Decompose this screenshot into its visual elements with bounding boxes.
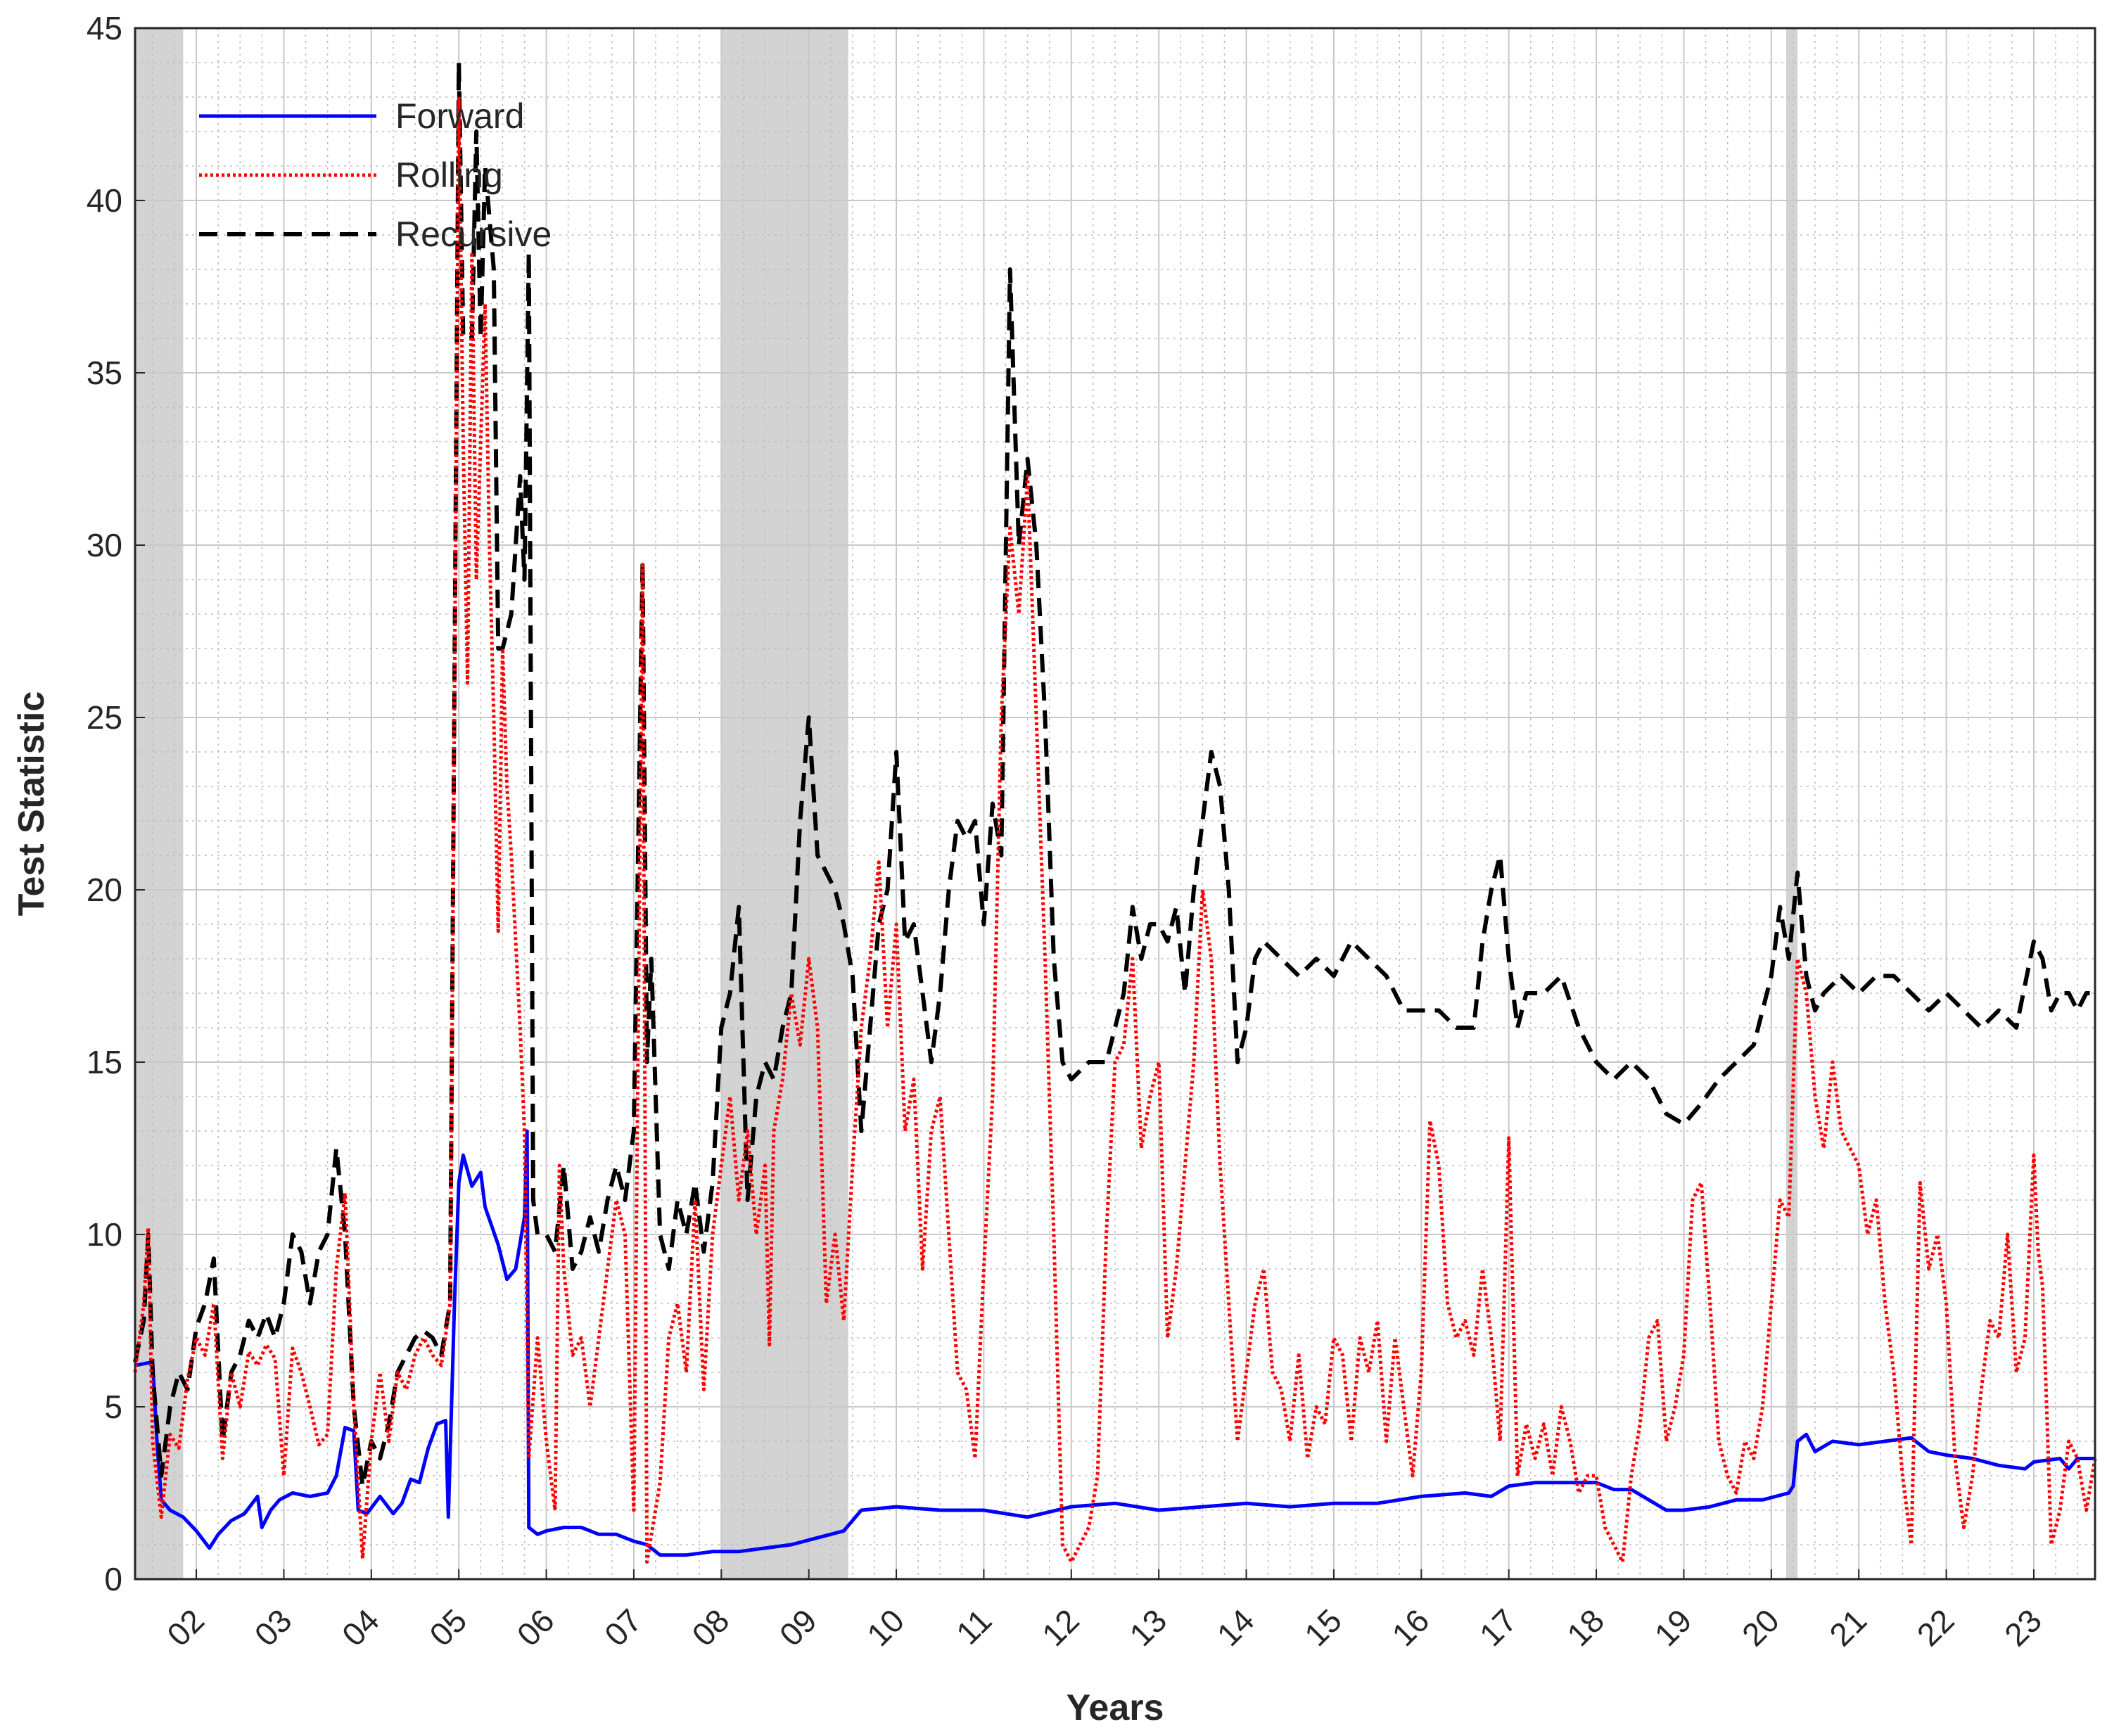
y-axis-label: Test Statistic — [11, 691, 52, 917]
y-tick-label: 45 — [87, 10, 122, 46]
y-tick-label: 10 — [87, 1216, 122, 1253]
y-tick-label: 0 — [104, 1561, 122, 1597]
series-line-forward — [134, 1129, 2095, 1557]
legend: Forward Rolling Recursive — [199, 96, 552, 254]
series-lines — [133, 60, 2097, 1564]
series-line-recursive — [133, 60, 2095, 1488]
legend-entry-forward: Forward — [395, 96, 524, 136]
series-line-rolling — [133, 95, 2097, 1564]
legend-entry-rolling: Rolling — [395, 155, 503, 195]
y-tick-label: 25 — [87, 699, 122, 736]
y-tick-labels: 0 5 10 15 20 25 30 35 40 45 — [87, 10, 145, 1597]
y-tick-label: 5 — [104, 1389, 122, 1425]
y-tick-label: 40 — [87, 182, 122, 219]
shaded-period-0 — [135, 28, 184, 1579]
legend-entry-recursive: Recursive — [395, 215, 552, 254]
y-tick-label: 20 — [87, 872, 122, 908]
shaded-period-1 — [721, 28, 848, 1579]
shaded-period-2 — [1785, 28, 1798, 1579]
y-tick-label: 30 — [87, 527, 122, 563]
x-axis-label: Years — [1067, 1687, 1164, 1728]
y-tick-label: 15 — [87, 1044, 122, 1080]
minor-grid — [135, 28, 2095, 1579]
y-tick-label: 35 — [87, 355, 122, 391]
plot-frame — [134, 27, 2096, 1581]
